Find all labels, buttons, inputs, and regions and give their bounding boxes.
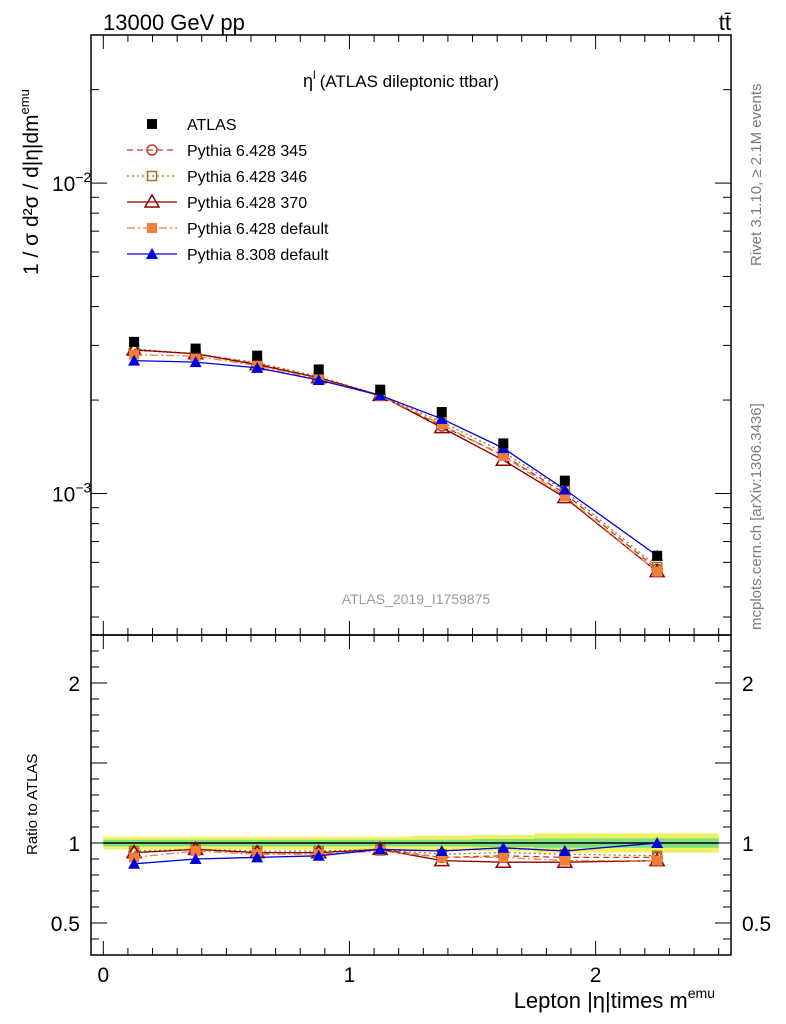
- data-series: [125, 336, 666, 869]
- data-point: [190, 343, 201, 354]
- x-axis-label-sup: emu: [688, 985, 715, 1001]
- axis-ticks: 0 1 210−310−20.5 0.51 12 2: [51, 34, 771, 987]
- data-point: [129, 336, 140, 347]
- ratio-point: [374, 843, 387, 855]
- data-point: [189, 356, 202, 368]
- ratio-tick-label-left: 2: [68, 673, 80, 696]
- ratio-axis-label: Ratio to ATLAS: [24, 754, 41, 855]
- legend-entry: Pythia 8.308 default: [127, 247, 329, 264]
- legend-label: ATLAS: [187, 117, 237, 134]
- data-point: [252, 350, 263, 361]
- ratio-tick-label-left: 0.5: [51, 913, 80, 936]
- data-point: [652, 550, 663, 561]
- series-line: [134, 349, 658, 573]
- plot-title-main: η: [303, 71, 313, 91]
- data-point: [436, 407, 447, 418]
- x-axis-label: Lepton |η|times memu: [514, 985, 715, 1013]
- data-point: [559, 475, 570, 486]
- ratio-point: [312, 849, 325, 861]
- data-point: [498, 438, 509, 449]
- ratio-point: [497, 841, 510, 853]
- series-line: [134, 359, 658, 557]
- legend-entry: Pythia 6.428 default: [127, 221, 329, 238]
- ratio-panel-frame: [90, 634, 732, 956]
- legend-label: Pythia 8.308 default: [187, 247, 329, 264]
- data-point: [251, 361, 264, 373]
- plot-title-sup: l: [313, 68, 316, 82]
- data-point: [312, 374, 325, 386]
- data-point: [558, 483, 571, 495]
- legend-marker: [147, 119, 157, 129]
- data-point: [498, 451, 509, 462]
- data-point: [652, 566, 663, 577]
- mcplots-label: mcplots.cern.ch [arXiv:1306.3436]: [748, 403, 765, 630]
- ratio-point: [498, 852, 509, 863]
- legend-marker: [143, 193, 161, 208]
- y-tick-label: 10−3: [52, 479, 92, 506]
- ratio-tick-label-left: 1: [68, 833, 80, 856]
- series-line: [134, 349, 658, 570]
- plot-title: ηl (ATLAS dileptonic ttbar): [303, 68, 499, 91]
- legend-label: Pythia 6.428 345: [187, 143, 307, 160]
- ratio-point: [128, 857, 141, 869]
- ratio-point: [435, 845, 448, 856]
- legend-label: Pythia 6.428 default: [187, 221, 329, 238]
- legend-marker: [147, 223, 157, 233]
- ratio-point: [190, 846, 201, 856]
- series-line: [134, 348, 658, 568]
- y-axis-label: 1 / σ d²σ / d|η|dmemu: [17, 89, 43, 275]
- x-tick-label: 2: [590, 964, 602, 987]
- legend-marker: [146, 170, 158, 182]
- ratio-point: [559, 855, 570, 866]
- ratio-point: [251, 851, 264, 863]
- x-axis-label-main: Lepton |η|times m: [514, 988, 688, 1013]
- legend-entry: Pythia 6.428 345: [127, 143, 307, 160]
- x-tick-label: 0: [97, 964, 109, 987]
- header-left: 13000 GeV pp: [103, 10, 245, 35]
- ratio-point: [558, 845, 571, 856]
- y-axis-label-sup: emu: [17, 89, 32, 114]
- header-right: tt̄: [719, 10, 731, 35]
- data-point: [435, 412, 448, 424]
- ratio-point: [129, 852, 140, 863]
- ratio-point: [436, 852, 447, 863]
- series-pythia-6-428-default: [129, 349, 663, 866]
- legend-entry: ATLAS: [147, 117, 237, 134]
- y-tick-label: 10−2: [52, 169, 92, 196]
- ratio-point: [651, 837, 664, 848]
- y-tick-base: 10: [52, 173, 75, 196]
- x-tick-label: 1: [344, 964, 356, 987]
- y-tick-exp: −3: [75, 479, 91, 495]
- data-point: [436, 419, 447, 430]
- legend-label: Pythia 6.428 346: [187, 169, 307, 186]
- rivet-label: Rivet 3.1.10, ≥ 2.1M events: [748, 84, 765, 267]
- ratio-tick-label-right: 2: [742, 673, 754, 696]
- analysis-watermark: ATLAS_2019_I1759875: [342, 591, 491, 607]
- legend-label: Pythia 6.428 370: [187, 195, 307, 212]
- legend-marker: [146, 144, 158, 156]
- y-axis-label-main: 1 / σ d²σ / d|η|dm: [20, 114, 43, 275]
- data-point: [313, 364, 324, 375]
- ratio-point: [652, 855, 663, 866]
- ratio-point: [189, 853, 202, 864]
- series-atlas: [129, 336, 663, 561]
- y-tick-exp: −2: [75, 169, 91, 185]
- data-point: [559, 491, 570, 502]
- data-point: [128, 354, 141, 366]
- data-point: [375, 384, 386, 395]
- series-pythia-8-308-default: [128, 354, 664, 869]
- legend-marker: [146, 248, 158, 259]
- ratio-tick-label-right: 1: [742, 833, 754, 856]
- data-point: [374, 389, 387, 401]
- plot-title-rest: (ATLAS dileptonic ttbar): [320, 72, 499, 91]
- y-tick-base: 10: [52, 483, 75, 506]
- series-line: [134, 354, 658, 573]
- legend-entry: Pythia 6.428 346: [127, 169, 307, 186]
- legend-entry: Pythia 6.428 370: [127, 193, 307, 212]
- legend: ATLAS Pythia 6.428 345 Pythia 6.428 346 Pyt…: [127, 117, 329, 264]
- ratio-tick-label-right: 0.5: [742, 913, 771, 936]
